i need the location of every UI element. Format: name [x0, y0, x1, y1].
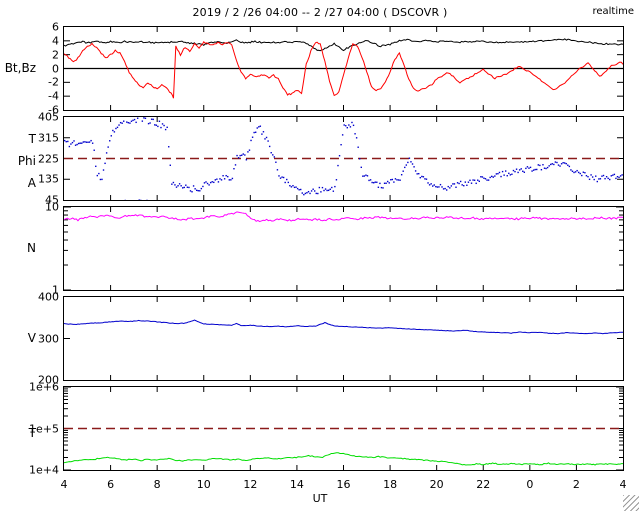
series-Bt [64, 38, 623, 52]
panel-phi-label-t: T [28, 132, 36, 146]
ytick-label-phi-0: 405 [38, 110, 59, 124]
ytick-label-phi-4: 45 [45, 193, 59, 207]
panel-phi [63, 116, 624, 201]
ytick-label-bt-bz-6: -6 [48, 103, 59, 117]
xtick-label-4: 12 [243, 478, 258, 491]
xtick-label-1: 6 [107, 478, 115, 491]
xtick-label-12: 4 [619, 478, 627, 491]
xtick-label-2: 8 [153, 478, 161, 491]
panel-plot-area-density [64, 207, 623, 290]
ytick-label-velocity-0: 400 [38, 290, 59, 304]
ytick-label-temperature-0: 1e+6 [29, 380, 59, 394]
panel-plot-area-bt-bz [64, 27, 623, 110]
panel-temperature [63, 386, 624, 471]
xtick-label-5: 14 [289, 478, 304, 491]
resize-grip-icon[interactable] [623, 495, 639, 511]
ytick-label-bt-bz-3: 0 [52, 62, 59, 75]
xtick-label-0: 4 [60, 478, 68, 491]
series-T [64, 452, 623, 466]
xtick-label-9: 22 [476, 478, 491, 491]
panel-temperature-label: T [28, 426, 36, 440]
ytick-label-phi-3: 135 [38, 172, 59, 186]
ytick-label-density-1: 1 [52, 283, 59, 297]
panel-density-label: N [27, 241, 36, 255]
ytick-label-phi-1: 315 [38, 131, 59, 145]
series-Bz [64, 40, 623, 99]
page-title: 2019 / 2 /26 04:00 -- 2 /27 04:00 ( DSCO… [192, 6, 448, 19]
panel-bt-bz-label: Bt,Bz [4, 61, 36, 75]
xtick-label-10: 0 [526, 478, 534, 491]
xtick-label-11: 2 [572, 478, 580, 491]
ytick-label-velocity-1: 300 [38, 332, 59, 345]
panel-plot-area-velocity [64, 297, 623, 380]
xtick-label-7: 18 [383, 478, 398, 491]
panel-velocity [63, 296, 624, 381]
ytick-label-bt-bz-0: 6 [52, 20, 59, 34]
xtick-label-6: 16 [336, 478, 351, 491]
xtick-label-3: 10 [196, 478, 211, 491]
panel-bt-bz [63, 26, 624, 111]
ytick-label-phi-2: 225 [38, 152, 59, 165]
panel-plot-area-temperature [64, 387, 623, 470]
panel-density [63, 206, 624, 291]
series-N [64, 211, 623, 223]
ytick-label-bt-bz-1: 4 [52, 34, 59, 48]
panel-plot-area-phi [64, 117, 623, 200]
x-axis-title: UT [312, 492, 328, 505]
xtick-label-8: 20 [429, 478, 444, 491]
ytick-label-bt-bz-4: -2 [48, 75, 59, 89]
ytick-label-density-0: 10 [45, 200, 59, 214]
ytick-label-temperature-1: 1e+5 [29, 422, 59, 435]
series-Phi [64, 117, 623, 200]
ytick-label-bt-bz-5: -4 [48, 89, 59, 103]
ytick-label-velocity-2: 200 [38, 373, 59, 387]
ytick-label-temperature-2: 1e+4 [29, 463, 59, 477]
panel-phi-label-phi: Phi [17, 154, 36, 168]
series-V [64, 319, 623, 335]
panel-phi-label-a: A [27, 176, 36, 190]
ytick-label-bt-bz-2: 2 [52, 48, 59, 62]
panel-velocity-label: V [27, 331, 36, 345]
realtime-label: realtime [592, 6, 634, 17]
